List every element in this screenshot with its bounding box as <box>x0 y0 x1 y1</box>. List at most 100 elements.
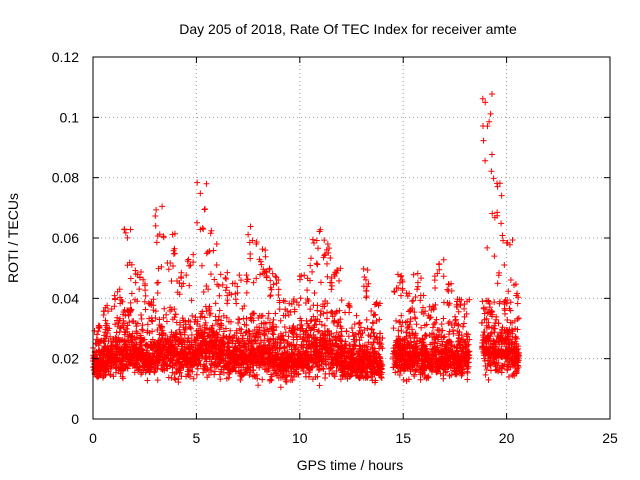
x-tick-label: 5 <box>193 430 201 446</box>
data-point <box>307 306 314 313</box>
data-point <box>289 357 296 364</box>
data-point <box>287 341 294 348</box>
data-point <box>314 328 321 335</box>
data-point <box>515 315 522 322</box>
data-point <box>185 372 192 379</box>
data-point <box>288 301 295 308</box>
data-point <box>343 328 350 335</box>
data-point <box>175 356 182 363</box>
data-point <box>154 365 161 372</box>
data-point <box>418 275 425 282</box>
data-point <box>307 318 314 325</box>
data-point <box>286 300 293 307</box>
data-point <box>156 357 163 364</box>
data-point <box>304 296 311 303</box>
data-point <box>417 297 424 304</box>
data-point <box>291 326 298 333</box>
data-point <box>210 247 217 254</box>
data-point <box>269 342 276 349</box>
data-point <box>256 327 263 334</box>
data-point <box>141 282 148 289</box>
data-point <box>337 316 344 323</box>
data-point <box>220 370 227 377</box>
data-point <box>284 340 291 347</box>
data-point <box>168 329 175 336</box>
data-point <box>246 328 253 335</box>
data-point <box>311 326 318 333</box>
data-point <box>318 279 325 286</box>
data-point <box>160 234 167 241</box>
data-point <box>163 347 170 354</box>
data-point <box>259 312 266 319</box>
data-point <box>282 312 289 319</box>
data-point <box>337 376 344 383</box>
data-point <box>95 367 102 374</box>
data-point <box>113 350 120 357</box>
data-point <box>327 254 334 261</box>
data-point <box>331 371 338 378</box>
y-axis-label: ROTI / TECUs <box>5 193 21 283</box>
data-point <box>331 318 338 325</box>
x-axis-label: GPS time / hours <box>297 457 404 473</box>
data-point <box>273 274 280 281</box>
data-point <box>289 330 296 337</box>
data-point <box>332 342 339 349</box>
data-point <box>194 219 201 226</box>
data-point <box>156 331 163 338</box>
data-point <box>203 325 210 332</box>
data-point <box>216 371 223 378</box>
data-point <box>138 335 145 342</box>
data-point <box>252 353 259 360</box>
data-point <box>247 333 254 340</box>
data-point <box>412 315 419 322</box>
data-point <box>308 364 315 371</box>
data-point <box>460 320 467 327</box>
data-point <box>329 354 336 361</box>
data-point <box>167 363 174 370</box>
data-point <box>255 382 262 389</box>
data-point <box>163 341 170 348</box>
data-point <box>498 192 505 199</box>
data-point <box>504 367 511 374</box>
chart-title: Day 205 of 2018, Rate Of TEC Index for r… <box>179 21 517 37</box>
data-point <box>224 300 231 307</box>
data-point <box>321 332 328 339</box>
data-point <box>163 318 170 325</box>
data-point <box>281 363 288 370</box>
data-point <box>249 311 256 318</box>
data-point <box>251 348 258 355</box>
data-point <box>184 258 191 265</box>
data-point <box>137 346 144 353</box>
data-point <box>197 190 204 197</box>
data-point <box>211 276 218 283</box>
data-point <box>186 366 193 373</box>
data-point <box>479 298 486 305</box>
data-point <box>108 306 115 313</box>
data-point <box>290 297 297 304</box>
data-point <box>288 365 295 372</box>
data-point <box>213 331 220 338</box>
data-point <box>172 311 179 318</box>
data-point <box>182 321 189 328</box>
data-point <box>193 356 200 363</box>
data-point <box>215 283 222 290</box>
data-point <box>152 222 159 229</box>
data-point <box>228 363 235 370</box>
data-point <box>317 311 324 318</box>
data-point <box>144 350 151 357</box>
data-point <box>203 250 210 257</box>
data-point <box>217 368 224 375</box>
data-point <box>312 348 319 355</box>
data-point <box>481 310 488 317</box>
data-point <box>261 360 268 367</box>
data-point <box>360 265 367 272</box>
data-point <box>235 347 242 354</box>
data-point <box>484 244 491 251</box>
data-point <box>163 311 170 318</box>
data-point <box>245 231 252 238</box>
data-point <box>131 369 138 376</box>
data-point <box>308 356 315 363</box>
data-point <box>104 343 111 350</box>
data-point <box>288 372 295 379</box>
